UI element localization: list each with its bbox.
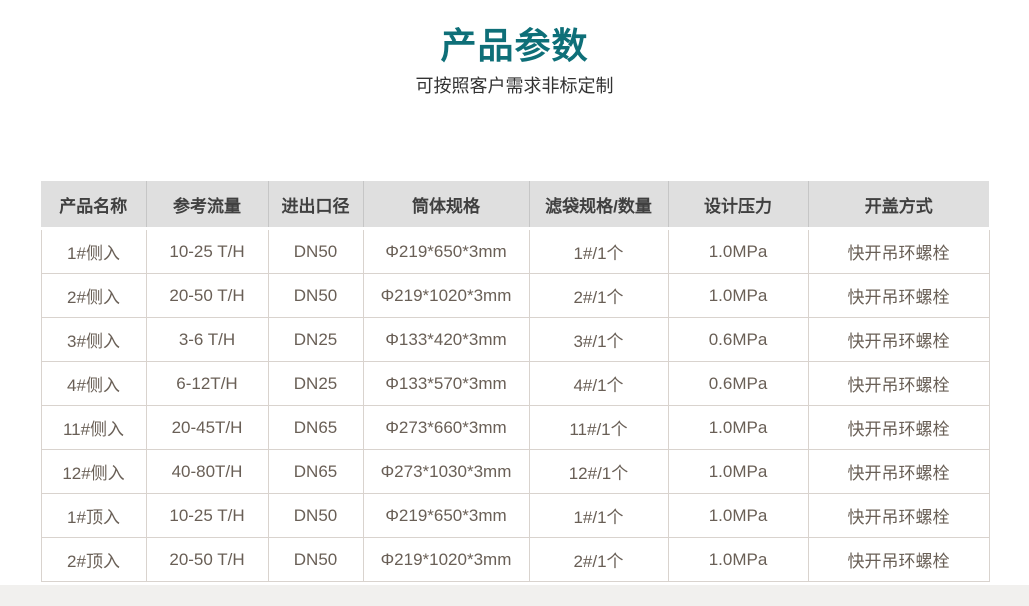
table-cell: 1#顶入 [40, 493, 147, 539]
table-cell: 20-50 T/H [145, 537, 269, 583]
table-cell: 0.6MPa [667, 361, 809, 407]
table-cell: 1#/1个 [528, 228, 669, 275]
column-header: 开盖方式 [808, 181, 989, 231]
section-divider [0, 585, 1029, 606]
table-cell: 1.0MPa [667, 449, 809, 495]
table-cell: 6-12T/H [145, 361, 269, 407]
table-cell: Φ219*650*3mm [362, 493, 530, 539]
column-header: 滤袋规格/数量 [529, 181, 669, 231]
table-cell: DN50 [267, 273, 364, 319]
table-cell: 4#侧入 [40, 361, 147, 407]
table-cell: Φ133*570*3mm [362, 361, 530, 407]
table-cell: 1.0MPa [667, 228, 809, 275]
table-cell: 3#/1个 [528, 317, 669, 363]
table-cell: 3-6 T/H [145, 317, 269, 363]
table-cell: 快开吊环螺栓 [807, 537, 990, 583]
table-cell: 2#/1个 [528, 273, 669, 319]
table-cell: 3#侧入 [40, 317, 147, 363]
table-cell: 12#/1个 [528, 449, 669, 495]
section-title: 产品参数 [440, 25, 589, 66]
table-cell: Φ273*1030*3mm [362, 449, 530, 495]
table-row: 11#侧入 20-45T/H DN65 Φ273*660*3mm 11#/1个 1.0MP… [40, 405, 990, 451]
table-cell: DN65 [267, 405, 364, 451]
table-cell: Φ273*660*3mm [362, 405, 530, 451]
table-cell: 20-45T/H [145, 405, 269, 451]
table-cell: 4#/1个 [528, 361, 669, 407]
table-cell: 11#侧入 [40, 405, 147, 451]
table-cell: 1.0MPa [667, 537, 809, 583]
parameters-table-wrap: 产品名称 参考流量 进出口径 筒体规格 滤袋规格/数量 设计压力 开盖方式 1#侧入 10-2… [40, 181, 990, 583]
table-cell: 10-25 T/H [145, 228, 269, 275]
table-cell: 快开吊环螺栓 [807, 449, 990, 495]
table-cell: DN65 [267, 449, 364, 495]
table-cell: DN50 [267, 537, 364, 583]
table-cell: DN50 [267, 228, 364, 275]
table-row: 2#侧入 20-50 T/H DN50 Φ219*1020*3mm 2#/1个 1.0MP… [40, 273, 990, 319]
table-cell: 快开吊环螺栓 [807, 273, 990, 319]
section-subtitle: 可按照客户需求非标定制 [415, 75, 614, 96]
column-header: 进出口径 [268, 181, 364, 231]
table-cell: 快开吊环螺栓 [807, 405, 990, 451]
table-cell: 1.0MPa [667, 273, 809, 319]
parameters-table: 产品名称 参考流量 进出口径 筒体规格 滤袋规格/数量 设计压力 开盖方式 1#侧入 10-2… [40, 181, 990, 583]
table-cell: 1.0MPa [667, 493, 809, 539]
table-cell: Φ133*420*3mm [362, 317, 530, 363]
table-row: 3#侧入 3-6 T/H DN25 Φ133*420*3mm 3#/1个 0.6MPa 快开… [40, 317, 990, 363]
table-cell: 40-80T/H [145, 449, 269, 495]
table-cell: 快开吊环螺栓 [807, 493, 990, 539]
table-row: 1#侧入 10-25 T/H DN50 Φ219*650*3mm 1#/1个 1.0MPa… [40, 228, 990, 275]
column-header: 筒体规格 [363, 181, 530, 231]
table-cell: 1#侧入 [40, 228, 147, 275]
table-cell: 2#顶入 [40, 537, 147, 583]
product-parameters-section: 产品参数 可按照客户需求非标定制 产品名称 参考流量 进出口径 筒体规格 滤袋规格/数量… [40, 25, 990, 583]
table-row: 4#侧入 6-12T/H DN25 Φ133*570*3mm 4#/1个 0.6MPa 快开… [40, 361, 990, 407]
table-cell: 11#/1个 [528, 405, 669, 451]
table-cell: Φ219*1020*3mm [362, 273, 530, 319]
table-cell: DN25 [267, 361, 364, 407]
table-row: 12#侧入 40-80T/H DN65 Φ273*1030*3mm 12#/1个 1.0M… [40, 449, 990, 495]
table-cell: DN25 [267, 317, 364, 363]
column-header: 产品名称 [41, 181, 147, 231]
table-cell: 快开吊环螺栓 [807, 228, 990, 275]
table-cell: 12#侧入 [40, 449, 147, 495]
table-cell: 2#侧入 [40, 273, 147, 319]
table-cell: 快开吊环螺栓 [807, 317, 990, 363]
table-cell: 1.0MPa [667, 405, 809, 451]
column-header: 参考流量 [146, 181, 269, 231]
table-cell: Φ219*650*3mm [362, 228, 530, 275]
table-cell: 快开吊环螺栓 [807, 361, 990, 407]
table-cell: DN50 [267, 493, 364, 539]
table-cell: Φ219*1020*3mm [362, 537, 530, 583]
table-row: 1#顶入 10-25 T/H DN50 Φ219*650*3mm 1#/1个 1.0MPa… [40, 493, 990, 539]
table-cell: 0.6MPa [667, 317, 809, 363]
table-body: 1#侧入 10-25 T/H DN50 Φ219*650*3mm 1#/1个 1.0MPa… [40, 228, 990, 583]
column-header: 设计压力 [668, 181, 809, 231]
table-header-row: 产品名称 参考流量 进出口径 筒体规格 滤袋规格/数量 设计压力 开盖方式 [41, 181, 989, 231]
table-cell: 1#/1个 [528, 493, 669, 539]
table-row: 2#顶入 20-50 T/H DN50 Φ219*1020*3mm 2#/1个 1.0MP… [40, 537, 990, 583]
table-cell: 20-50 T/H [145, 273, 269, 319]
table-cell: 10-25 T/H [145, 493, 269, 539]
table-cell: 2#/1个 [528, 537, 669, 583]
